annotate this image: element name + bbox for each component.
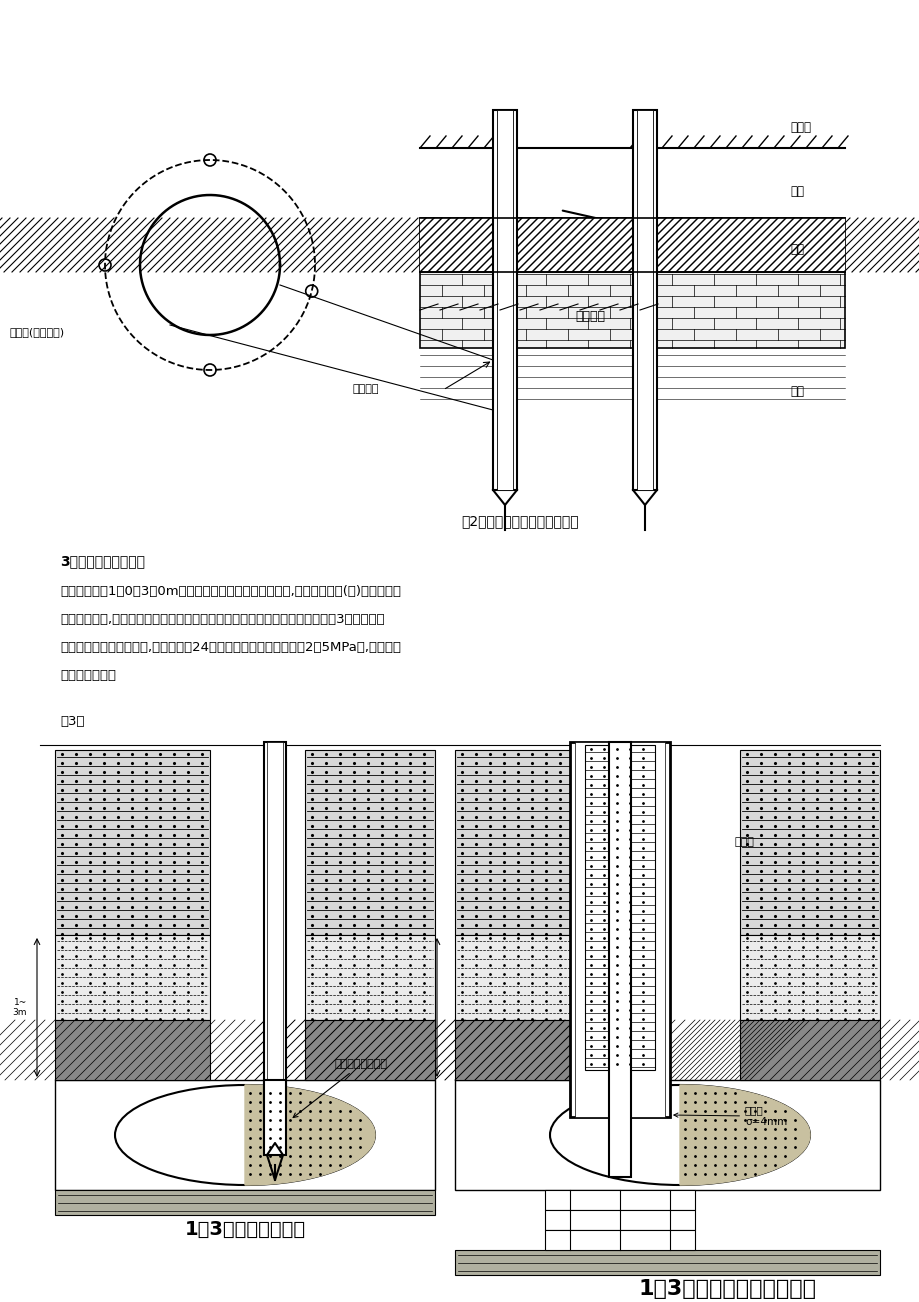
Bar — [608, 742, 630, 1177]
Bar — [55, 935, 210, 1019]
Bar — [455, 1250, 879, 1275]
Text: 原地面: 原地面 — [789, 121, 811, 134]
Ellipse shape — [115, 1085, 375, 1185]
Text: 桩外边线: 桩外边线 — [353, 384, 380, 395]
Text: 1~
3m: 1~ 3m — [412, 997, 426, 1017]
Text: 浆将片石空隙初步堵塞后,停止冲击，24小时后，待水泥的强度达到2．5MPa后,再继续冲: 浆将片石空隙初步堵塞后,停止冲击，24小时后，待水泥的强度达到2．5MPa后,再… — [60, 641, 401, 654]
Bar — [455, 1079, 879, 1190]
Bar — [264, 1079, 286, 1155]
Bar — [267, 742, 283, 1107]
Bar — [305, 935, 435, 1019]
Bar — [55, 750, 210, 935]
Text: 溶洞: 溶洞 — [789, 385, 803, 398]
Text: 土层: 土层 — [789, 185, 803, 198]
Text: 碎石砂及水泥浆壁: 碎石砂及水泥浆壁 — [293, 1059, 388, 1117]
Bar — [544, 1230, 694, 1250]
Bar — [493, 109, 516, 490]
Text: 溶洞的高度在1．0～3．0m之间，且溶洞为填充或半填充的,则先向抛填片(碎)石、砂混合: 溶洞的高度在1．0～3．0m之间，且溶洞为填充或半填充的,则先向抛填片(碎)石、… — [60, 585, 401, 598]
Bar — [739, 750, 879, 935]
Polygon shape — [679, 1085, 809, 1185]
Ellipse shape — [550, 1085, 809, 1185]
Bar — [264, 742, 286, 1107]
Text: 钢圆筒
σ=4mm: 钢圆筒 σ=4mm — [673, 1105, 787, 1128]
Bar — [584, 745, 654, 1070]
Bar — [574, 742, 664, 1117]
Bar — [420, 272, 844, 348]
Text: 击，穿过溶洞。: 击，穿过溶洞。 — [60, 669, 116, 682]
Bar — [420, 217, 844, 272]
Text: 灌浆孔(超前钻孔): 灌浆孔(超前钻孔) — [10, 327, 65, 337]
Bar — [455, 1019, 584, 1079]
Bar — [739, 1019, 879, 1079]
Bar — [544, 1190, 694, 1210]
Text: 钢筋笼: 钢筋笼 — [734, 837, 754, 848]
Polygon shape — [244, 1085, 375, 1185]
Bar — [305, 750, 435, 935]
Bar — [305, 1019, 435, 1079]
Bar — [55, 1019, 210, 1079]
Text: 砂层: 砂层 — [789, 243, 803, 256]
Text: 图3：: 图3： — [60, 715, 85, 728]
Bar — [584, 745, 654, 1070]
Bar — [55, 1079, 435, 1190]
Text: 1～3米厚溶洞的处理: 1～3米厚溶洞的处理 — [184, 1220, 305, 1240]
Bar — [570, 742, 669, 1117]
Text: 图2：灌浆孔平面布置及剖面图: 图2：灌浆孔平面布置及剖面图 — [460, 514, 578, 529]
Bar — [544, 1190, 694, 1210]
Text: 3、灌注混凝土填充法: 3、灌注混凝土填充法 — [60, 553, 145, 568]
Bar — [455, 935, 584, 1019]
Text: 填充范围: 填充范围 — [574, 310, 605, 323]
Bar — [739, 935, 879, 1019]
Bar — [544, 1190, 694, 1210]
Bar — [544, 1190, 694, 1210]
Text: 1～3米厚溶洞的钢筋笼处理: 1～3米厚溶洞的钢筋笼处理 — [638, 1279, 816, 1299]
Bar — [632, 109, 656, 490]
Bar — [544, 1210, 694, 1230]
Text: 物和注水泥浆,然后用小冲程冲击片石挤压到溶洞边形成泥浆碎石外护壁（见图3），水泥砂: 物和注水泥浆,然后用小冲程冲击片石挤压到溶洞边形成泥浆碎石外护壁（见图3），水泥… — [60, 613, 384, 626]
Bar — [420, 217, 844, 272]
Bar — [455, 750, 584, 935]
Bar — [636, 109, 652, 490]
Text: 1~
3m: 1~ 3m — [13, 997, 27, 1017]
Bar — [496, 109, 513, 490]
Bar — [544, 1190, 694, 1210]
Bar — [544, 1190, 694, 1210]
Bar — [55, 1190, 435, 1215]
